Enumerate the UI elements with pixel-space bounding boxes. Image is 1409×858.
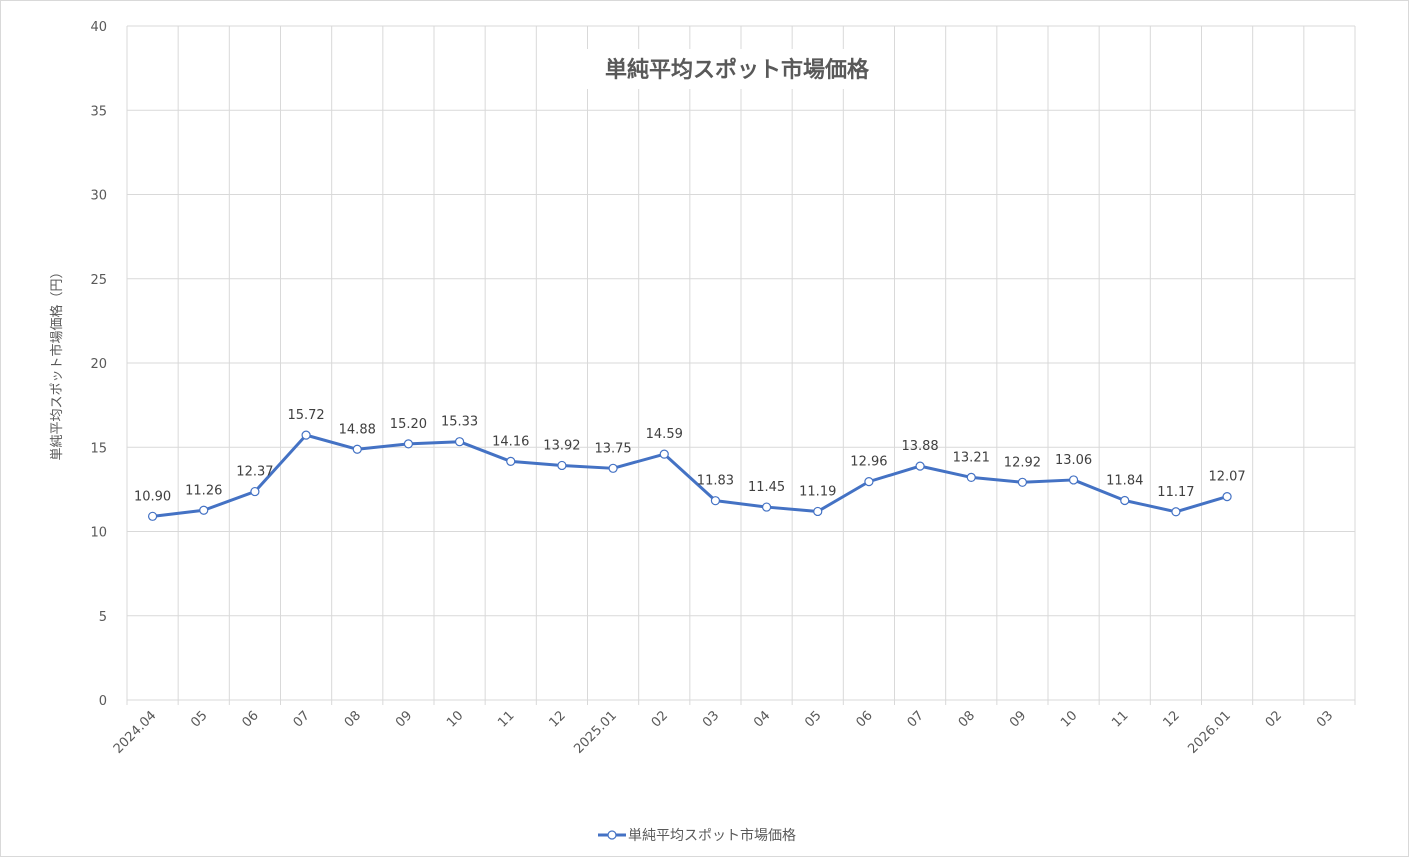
x-tick-label: 07 [905,708,927,730]
data-point-marker[interactable] [1222,492,1232,502]
y-axis-ticks: 0 5 10 15 20 25 30 35 40 [90,20,107,709]
x-tick-label: 10 [444,708,466,730]
data-point-marker[interactable] [454,437,465,447]
data-point-marker[interactable] [1017,477,1028,487]
y-tick-label: 15 [90,441,107,456]
data-label: 15.33 [441,415,478,430]
data-label: 12.96 [850,455,887,470]
data-label: 11.19 [799,484,836,499]
data-label: 11.17 [1157,485,1194,500]
x-axis-ticks: 2024.04 05 06 07 08 09 10 11 12 2025.01 02 03 04 05 06… [111,708,1336,757]
data-point-marker[interactable] [915,461,925,471]
data-label: 11.84 [1106,473,1143,488]
x-tick-label: 03 [1314,708,1336,730]
data-point-marker[interactable] [1068,475,1079,485]
y-tick-label: 20 [90,357,107,372]
x-tick-label: 03 [700,708,722,730]
data-point-marker[interactable] [199,505,209,515]
x-tick-label: 02 [649,708,671,730]
data-point-marker[interactable] [864,477,874,487]
data-label: 10.90 [134,489,171,504]
data-point-marker[interactable] [608,463,618,473]
data-point-marker[interactable] [659,449,669,459]
data-point-marker[interactable] [710,496,721,506]
series-line [147,430,1232,521]
x-tick-label: 06 [853,708,875,730]
data-label: 13.88 [901,439,938,454]
x-tick-label: 04 [751,708,773,730]
data-label: 11.83 [697,474,734,489]
x-tick-label: 10 [1058,708,1080,730]
x-tick-label: 2024.04 [111,708,160,757]
data-point-marker[interactable] [352,444,362,454]
data-label: 14.16 [492,434,529,449]
series-polyline [152,433,1228,518]
x-tick-label: 2026.01 [1185,708,1234,757]
x-tick-label: 07 [291,708,313,730]
y-tick-label: 40 [90,20,107,35]
data-label: 12.92 [1004,455,1041,470]
data-label: 13.75 [594,441,631,456]
x-tick-label: 05 [188,708,210,730]
data-point-marker[interactable] [966,472,976,483]
data-point-marker[interactable] [403,439,414,449]
x-tick-label: 06 [239,708,261,730]
legend-marker-icon [607,830,617,840]
gridlines [126,25,1356,705]
x-tick-label: 09 [393,708,415,730]
x-tick-label: 09 [1007,708,1029,730]
chart-title: 単純平均スポット市場価格 [605,57,870,83]
data-label: 12.37 [236,465,273,480]
x-tick-label: 08 [956,708,978,730]
data-label: 13.06 [1055,453,1092,468]
data-label: 14.88 [339,422,376,437]
x-tick-label: 11 [495,708,517,730]
x-tick-label: 12 [1160,708,1182,730]
x-tick-label: 12 [546,708,568,730]
legend-label: 単純平均スポット市場価格 [628,827,796,844]
data-label: 15.72 [287,408,324,423]
data-point-marker[interactable] [147,511,158,521]
data-point-marker[interactable] [557,460,567,471]
x-tick-label: 02 [1263,708,1285,730]
data-point-marker[interactable] [813,506,823,517]
data-point-marker[interactable] [506,456,516,467]
title-background [584,49,890,89]
data-point-marker[interactable] [1171,507,1181,517]
data-label: 11.45 [748,480,785,495]
data-point-marker[interactable] [301,430,311,440]
x-tick-label: 11 [1109,708,1131,730]
y-tick-label: 5 [99,610,107,625]
data-point-marker[interactable] [1120,495,1130,506]
data-label: 11.26 [185,483,222,498]
y-tick-label: 35 [90,104,107,119]
data-label: 12.07 [1208,470,1245,485]
data-label: 15.20 [390,417,427,432]
data-point-marker[interactable] [761,502,772,512]
data-point-marker[interactable] [250,486,260,497]
data-label: 13.92 [543,438,580,453]
y-tick-label: 10 [90,526,107,541]
data-labels: 10.90 11.26 12.37 15.72 14.88 15.20 15.33 14.16… [134,408,1246,504]
legend[interactable]: 単純平均スポット市場価格 [598,827,796,844]
y-axis-label: 単純平均スポット市場価格（円） [49,265,65,460]
y-tick-label: 0 [99,694,107,709]
x-tick-label: 05 [802,708,824,730]
data-label: 13.21 [953,450,990,465]
x-tick-label: 08 [342,708,364,730]
x-tick-label: 2025.01 [571,708,620,757]
data-label: 14.59 [646,427,683,442]
y-tick-label: 25 [90,273,107,288]
y-tick-label: 30 [90,189,107,204]
